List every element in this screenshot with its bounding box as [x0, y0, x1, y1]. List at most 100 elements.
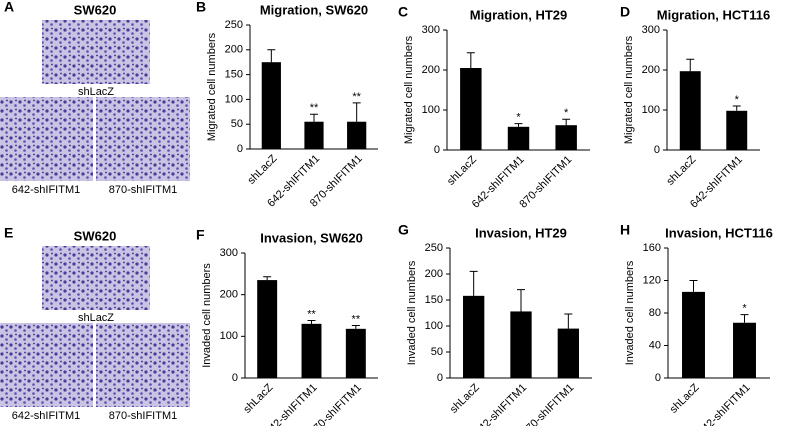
bar: [304, 121, 324, 149]
bar: [301, 323, 322, 378]
chart-title: Migration, HCT116: [657, 7, 770, 22]
error-bar: [740, 314, 749, 323]
bar-chart: F Invasion, SW620 Invaded cell numbers 0 100…: [196, 227, 378, 431]
chart-title: Invasion, HCT116: [665, 225, 773, 240]
y-tick-label: 200: [425, 268, 443, 280]
bar-chart: H Invasion, HCT116 Invaded cell numbers 0 40…: [620, 222, 773, 431]
y-tick-label: 120: [643, 274, 661, 286]
chart-title: Invasion, HT29: [475, 225, 567, 240]
y-tick-label: 250: [425, 242, 443, 254]
error-bar: [564, 313, 573, 329]
error-bar: [310, 113, 318, 122]
bar: [463, 295, 485, 378]
significance-label: *: [516, 112, 521, 124]
panel-letter: C: [398, 4, 408, 20]
y-tick-label: 100: [225, 93, 243, 105]
bar: [557, 328, 579, 378]
error-bar: [466, 52, 475, 68]
micrograph: [0, 97, 93, 181]
y-tick-label: 0: [237, 143, 243, 155]
panel-letter: F: [196, 227, 205, 243]
bar: [679, 71, 701, 150]
significance-label: *: [564, 107, 569, 119]
error-bar: [307, 320, 316, 324]
y-tick-label: 150: [425, 294, 443, 306]
panel-letter: B: [196, 0, 206, 15]
significance-label: *: [742, 303, 747, 315]
panel-letter: H: [620, 222, 630, 238]
bar: [261, 62, 281, 150]
y-axis-label: Invaded cell numbers: [201, 263, 213, 368]
y-tick-label: 50: [231, 118, 243, 130]
bar: [257, 280, 278, 378]
charts: B Migration, SW620 Migrated cell numbers 0 5…: [196, 0, 773, 431]
y-tick-label: 50: [431, 346, 443, 358]
image-label: 642-shIFITM1: [12, 184, 80, 196]
micrograph: [96, 323, 190, 407]
panel-letter: A: [4, 0, 14, 15]
bar: [555, 125, 577, 150]
error-bar: [732, 105, 741, 111]
x-tick-label: shLacZ: [246, 152, 280, 186]
significance-label: **: [352, 91, 361, 103]
image-panels: A SW620 shLacZ 642-shIFITM1 870-shIFITM1 E SW6…: [0, 0, 190, 422]
y-tick-label: 0: [654, 144, 660, 156]
significance-label: **: [307, 308, 316, 320]
error-bar: [517, 289, 525, 312]
x-tick-label: shLacZ: [241, 381, 275, 415]
error-bar: [689, 280, 698, 292]
bar-chart: D Migration, HCT116 Migrated cell numbers 0…: [620, 4, 770, 211]
error-bar: [686, 58, 695, 72]
panel-letter: G: [398, 222, 409, 238]
error-bar: [562, 118, 571, 126]
image-label: shLacZ: [78, 86, 114, 98]
x-tick-label: 642-shIFITM1: [696, 382, 753, 426]
micrograph: [42, 246, 150, 310]
x-tick-label: shLacZ: [668, 381, 702, 415]
image-label: 870-shIFITM1: [109, 410, 177, 422]
panel-title: SW620: [74, 2, 117, 17]
y-tick-label: 80: [649, 307, 661, 319]
y-axis-label: Migrated cell numbers: [403, 35, 415, 144]
micrograph: [96, 97, 190, 181]
error-bar: [267, 49, 276, 63]
y-axis-label: Migrated cell numbers: [623, 35, 635, 144]
y-tick-label: 0: [437, 372, 443, 384]
y-axis-label: Migrated cell numbers: [206, 32, 218, 141]
y-tick-label: 250: [225, 19, 243, 31]
significance-label: **: [352, 313, 361, 325]
y-tick-label: 160: [643, 242, 661, 254]
y-tick-label: 40: [649, 339, 661, 351]
x-tick-label: 642-shIFITM1: [472, 382, 529, 426]
chart-title: Invasion, SW620: [260, 230, 363, 245]
y-tick-label: 150: [225, 69, 243, 81]
bar: [682, 291, 705, 378]
bar: [726, 110, 748, 150]
y-tick-label: 0: [232, 372, 238, 384]
y-tick-label: 300: [220, 247, 238, 259]
x-tick-label: shLacZ: [448, 381, 482, 415]
y-tick-label: 200: [422, 64, 440, 76]
panel-letter: D: [620, 4, 630, 20]
panel-title: SW620: [74, 228, 117, 243]
error-bar: [352, 102, 361, 122]
error-bar: [263, 276, 272, 281]
image-label: 642-shIFITM1: [12, 410, 80, 422]
panel-letter: E: [4, 225, 13, 241]
y-tick-label: 0: [655, 372, 661, 384]
y-axis-label: Invaded cell numbers: [406, 260, 418, 365]
bar-chart: C Migration, HT29 Migrated cell numbers 0 10…: [398, 4, 590, 211]
chart-title: Migration, SW620: [260, 2, 368, 17]
bar-chart: B Migration, SW620 Migrated cell numbers 0 5…: [196, 0, 378, 210]
error-bar: [514, 123, 523, 127]
bar: [733, 322, 756, 378]
x-tick-label: shLacZ: [445, 153, 479, 187]
bar: [347, 121, 367, 149]
y-tick-label: 300: [422, 24, 440, 36]
y-tick-label: 300: [642, 24, 660, 36]
x-tick-label: shLacZ: [664, 153, 698, 187]
bar: [507, 126, 530, 150]
y-tick-label: 200: [642, 64, 660, 76]
y-axis-label: Invaded cell numbers: [624, 260, 636, 365]
